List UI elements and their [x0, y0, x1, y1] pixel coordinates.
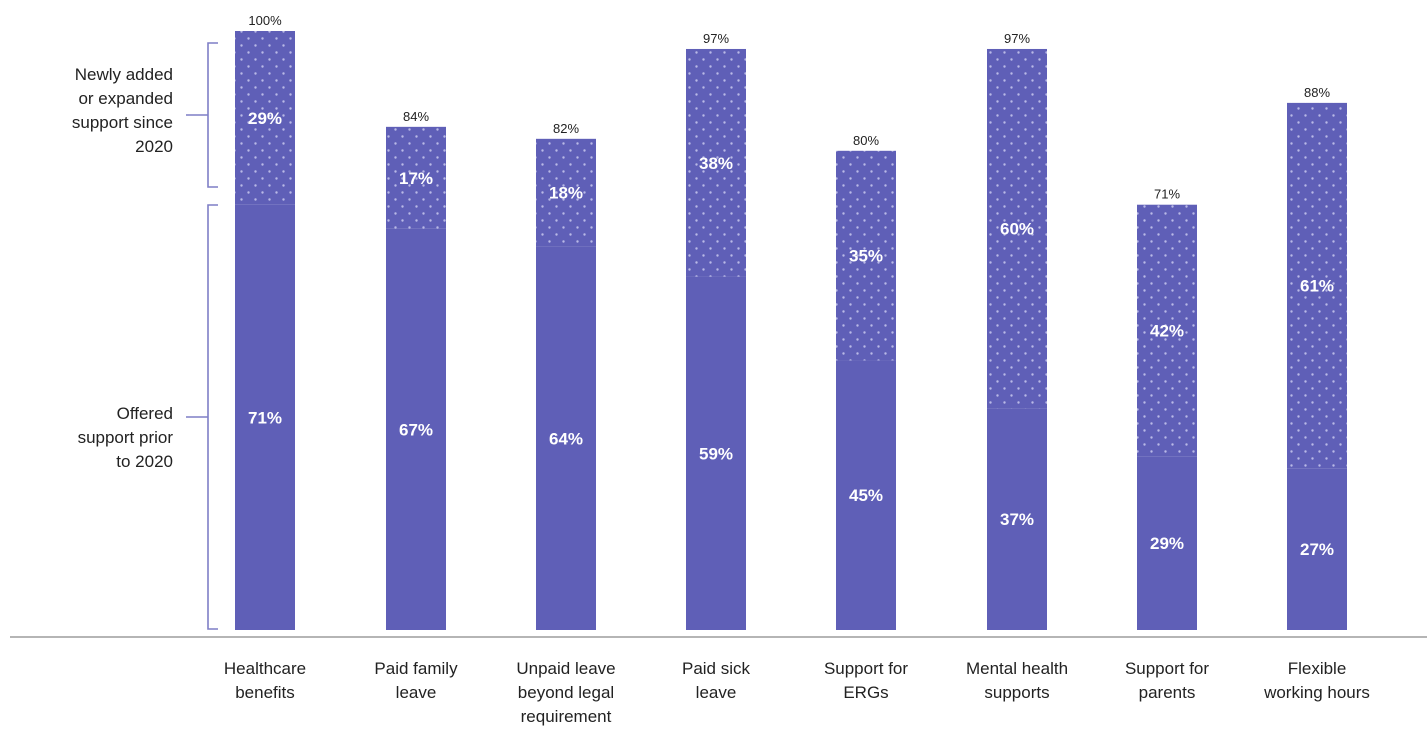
bar-new-7: [1287, 102, 1347, 469]
new-label-0: Newly added: [75, 65, 173, 84]
bar-label-new-4: 35%: [849, 247, 883, 266]
total-label-4: 80%: [853, 133, 879, 148]
legend-brackets: Newly added or expanded support since 2020 O…: [72, 42, 218, 630]
bar-new-1: [386, 126, 446, 229]
bar-new-2: [536, 138, 596, 247]
prior-label-0: Offered: [117, 404, 173, 423]
bar-prior-0: [235, 204, 295, 630]
bar-prior-2: [536, 246, 596, 630]
total-label-6: 71%: [1154, 187, 1180, 202]
bar-label-prior-3: 59%: [699, 444, 733, 463]
category-label-5-0: Mental health: [966, 659, 1068, 678]
prior-bracket: [207, 204, 218, 630]
total-label-5: 97%: [1004, 31, 1030, 46]
bar-label-prior-7: 27%: [1300, 540, 1334, 559]
category-label-2-2: requirement: [521, 707, 612, 726]
category-label-7-1: working hours: [1263, 683, 1370, 702]
bar-label-prior-6: 29%: [1150, 534, 1184, 553]
bar-prior-5: [987, 408, 1047, 630]
category-label-5-1: supports: [984, 683, 1049, 702]
total-label-0: 100%: [248, 13, 282, 28]
new-bracket: [207, 42, 218, 188]
bar-prior-1: [386, 228, 446, 631]
new-label-1: or expanded: [78, 89, 173, 108]
bar-label-new-6: 42%: [1150, 322, 1184, 341]
total-labels: 100% 84% 82% 97% 80% 97% 71% 88%: [248, 13, 1330, 202]
category-label-3-1: leave: [696, 683, 737, 702]
bar-new-3: [686, 48, 746, 277]
prior-label-1: support prior: [78, 428, 174, 447]
bar-label-prior-1: 67%: [399, 420, 433, 439]
bar-prior-6: [1137, 456, 1197, 630]
category-label-4-0: Support for: [824, 659, 908, 678]
category-label-2-1: beyond legal: [518, 683, 614, 702]
total-label-3: 97%: [703, 31, 729, 46]
total-label-7: 88%: [1304, 85, 1330, 100]
total-label-1: 84%: [403, 109, 429, 124]
bars-group: [235, 31, 1347, 631]
category-label-7-0: Flexible: [1288, 659, 1347, 678]
category-label-0-0: Healthcare: [224, 659, 306, 678]
bar-label-prior-0: 71%: [248, 408, 282, 427]
category-label-2-0: Unpaid leave: [516, 659, 615, 678]
category-label-0-1: benefits: [235, 683, 295, 702]
bar-prior-7: [1287, 468, 1347, 630]
new-label-3: 2020: [135, 137, 173, 156]
bar-new-4: [836, 150, 896, 361]
category-label-6-1: parents: [1139, 683, 1196, 702]
new-label-2: support since: [72, 113, 173, 132]
bar-value-labels: 71% 29% 67% 17% 64% 18% 59% 38% 45% 35% 37% 60% 29% 4…: [248, 109, 1334, 559]
category-label-4-1: ERGs: [843, 683, 888, 702]
prior-label-2: to 2020: [116, 452, 173, 471]
bar-new-6: [1137, 204, 1197, 457]
bar-label-prior-2: 64%: [549, 429, 583, 448]
bar-label-new-1: 17%: [399, 169, 433, 188]
bar-new-0: [235, 31, 295, 205]
category-label-1-0: Paid family: [374, 659, 458, 678]
bar-label-new-5: 60%: [1000, 220, 1034, 239]
category-labels: Healthcare benefits Paid family leave Unpaid…: [224, 659, 1370, 726]
bar-label-prior-4: 45%: [849, 486, 883, 505]
category-label-1-1: leave: [396, 683, 437, 702]
bar-prior-4: [836, 360, 896, 630]
bar-label-new-0: 29%: [248, 109, 282, 128]
bar-new-5: [987, 48, 1047, 409]
bar-label-new-7: 61%: [1300, 277, 1334, 296]
bar-label-new-2: 18%: [549, 184, 583, 203]
category-label-3-0: Paid sick: [682, 659, 751, 678]
bar-prior-3: [686, 276, 746, 630]
category-label-6-0: Support for: [1125, 659, 1209, 678]
total-label-2: 82%: [553, 121, 579, 136]
bar-label-new-3: 38%: [699, 154, 733, 173]
bar-label-prior-5: 37%: [1000, 510, 1034, 529]
